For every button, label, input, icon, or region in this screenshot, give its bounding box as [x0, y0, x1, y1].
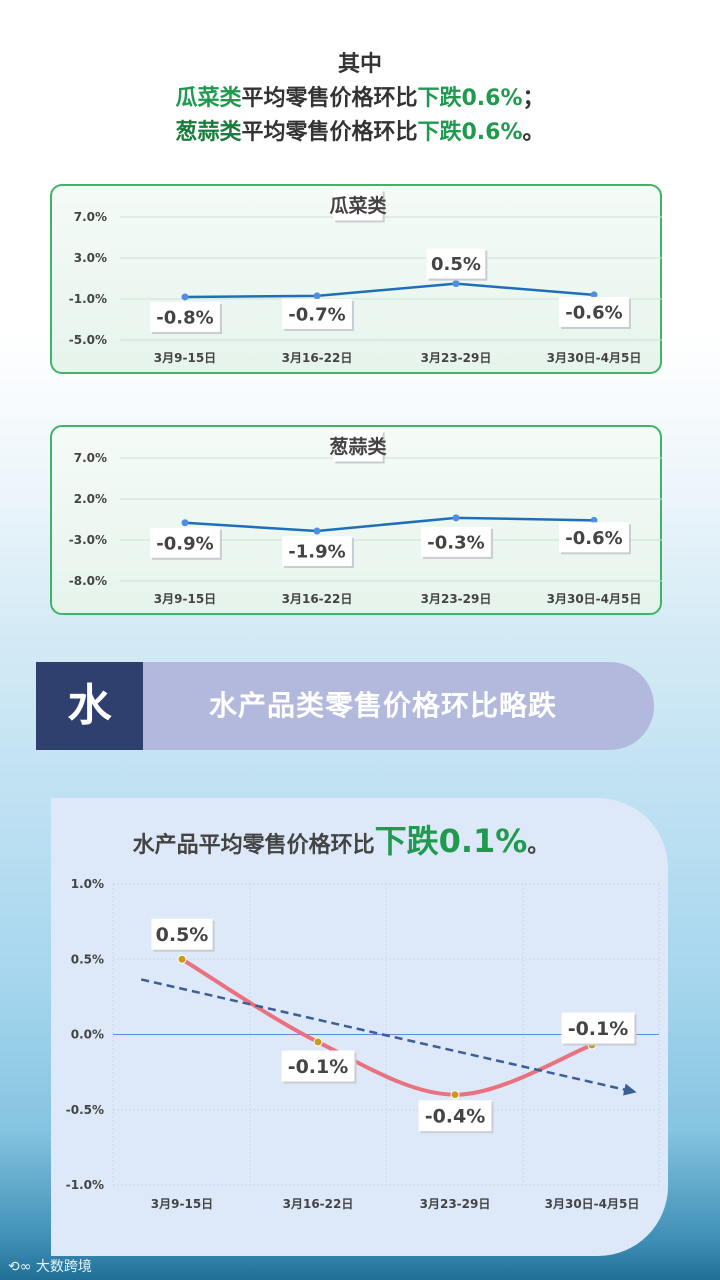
data-label-box — [426, 248, 486, 279]
intro-line-melon-end: ； — [522, 86, 545, 111]
data-label: -0.8% — [156, 307, 213, 328]
x-tick-label: 3月30日-4月5日 — [547, 351, 642, 365]
y-tick-label: 2.0% — [74, 492, 107, 506]
y-tick-label: 7.0% — [74, 451, 107, 465]
data-label-box — [421, 526, 491, 557]
x-tick-label: 3月9-15日 — [151, 1197, 213, 1211]
data-label-box — [282, 298, 352, 329]
x-tick-label: 3月9-15日 — [154, 351, 216, 365]
data-label-box — [150, 301, 220, 332]
data-point — [313, 292, 321, 300]
y-tick-label: -0.5% — [66, 1103, 104, 1117]
data-point — [181, 519, 189, 527]
data-label-box — [151, 918, 213, 950]
intro-line-onion-end: 。 — [522, 120, 545, 145]
data-label-box — [282, 535, 352, 566]
intro-line-onion-middle: 平均零售价格环比 — [241, 120, 418, 145]
data-label-box — [559, 296, 629, 327]
footer-logo: ⟲∞ 大数跨境 — [8, 1256, 92, 1276]
data-label-box — [418, 1100, 492, 1132]
data-label: -1.9% — [288, 541, 345, 562]
intro-line-melon-middle: 平均零售价格环比 — [241, 86, 418, 111]
x-tick-label: 3月23-29日 — [421, 351, 492, 365]
y-tick-label: -1.0% — [66, 1178, 104, 1192]
data-point — [450, 1090, 460, 1100]
chart-title: 葱蒜类 — [329, 435, 386, 458]
y-tick-label: -5.0% — [69, 333, 107, 347]
section-banner: 水 水产品类零售价格环比略跌 — [36, 662, 654, 750]
chart-onion: 7.0% 2.0% -3.0% -8.0% -0.9% -1.9% -0.3% -0.6% 3月… — [69, 430, 662, 606]
data-label-box — [150, 527, 220, 558]
chart-card-onion: 7.0% 2.0% -3.0% -8.0% -0.9% -1.9% -0.3% -0.6% 3月… — [50, 425, 662, 615]
data-label: -0.6% — [565, 302, 622, 323]
intro-line-melon: 瓜菜类平均零售价格环比下跌0.6%； — [0, 82, 720, 116]
aquatic-subtitle-change: 下跌0.1% — [374, 822, 528, 860]
banner-icon: 水 — [36, 662, 143, 750]
chart-melon: 7.0% 3.0% -1.0% -5.0% -0.8% -0.7% 0.5% -0.6% 3月9… — [69, 189, 662, 365]
data-label: 0.5% — [156, 924, 209, 946]
footer-logo-text: 大数跨境 — [35, 1259, 92, 1275]
x-tick-label: 3月23-29日 — [420, 1197, 491, 1211]
x-tick-label: 3月16-22日 — [282, 351, 353, 365]
data-label-box — [561, 1012, 635, 1044]
y-tick-label: 3.0% — [74, 251, 107, 265]
intro-line-melon-change: 下跌0.6% — [417, 86, 523, 111]
data-point — [313, 1037, 323, 1047]
series-line — [180, 957, 593, 1097]
data-point — [452, 514, 460, 522]
data-label: -0.1% — [568, 1018, 629, 1040]
aquatic-subtitle-prefix: 水产品平均零售价格环比 — [132, 833, 375, 858]
data-point — [590, 516, 598, 524]
data-label: 0.5% — [431, 254, 481, 275]
chart-aquatic: 1.0% 0.5% 0.0% -0.5% -1.0% 0.5% -0.1% -0.4% -0.1… — [66, 877, 660, 1211]
y-tick-label: 0.5% — [71, 952, 104, 966]
data-point — [452, 280, 460, 288]
trendline-arrow — [623, 1083, 637, 1096]
chart-title-box — [333, 430, 383, 462]
data-label: -0.9% — [156, 533, 213, 554]
intro-summary: 其中 瓜菜类平均零售价格环比下跌0.6%； 葱蒜类平均零售价格环比下跌0.6%。 — [0, 48, 720, 150]
aquatic-panel: 水产品平均零售价格环比下跌0.1%。 1.0% 0.5% 0.0% -0.5% -1.0… — [51, 798, 668, 1256]
aquatic-subtitle-end: 。 — [527, 833, 550, 858]
x-tick-label: 3月30日-4月5日 — [545, 1197, 640, 1211]
data-label: -0.3% — [427, 532, 484, 553]
data-label: -0.7% — [288, 304, 345, 325]
logo-icon: ⟲∞ — [8, 1259, 32, 1275]
data-label: -0.6% — [565, 528, 622, 549]
data-label: -0.1% — [288, 1056, 349, 1078]
category-melon: 瓜菜类 — [175, 86, 242, 111]
data-point — [181, 293, 189, 301]
x-tick-label: 3月9-15日 — [154, 592, 216, 606]
x-tick-label: 3月16-22日 — [282, 592, 353, 606]
x-tick-label: 3月23-29日 — [421, 592, 492, 606]
banner-title: 水产品类零售价格环比略跌 — [208, 689, 557, 722]
trendline — [140, 978, 632, 1093]
y-tick-label: 0.0% — [71, 1028, 104, 1042]
y-tick-label: 1.0% — [71, 877, 104, 891]
aquatic-subtitle: 水产品平均零售价格环比下跌0.1%。 — [51, 816, 631, 862]
intro-line-onion: 葱蒜类平均零售价格环比下跌0.6%。 — [0, 116, 720, 150]
chart-title: 瓜菜类 — [329, 194, 386, 217]
chart-title-box — [333, 189, 383, 221]
x-tick-label: 3月30日-4月5日 — [547, 592, 642, 606]
data-point — [590, 291, 598, 299]
intro-heading: 其中 — [337, 52, 382, 77]
y-tick-label: 7.0% — [74, 210, 107, 224]
series-line — [184, 516, 595, 533]
data-point — [177, 954, 187, 964]
category-onion: 葱蒜类 — [175, 120, 242, 145]
data-label: -0.4% — [425, 1106, 486, 1128]
y-tick-label: -8.0% — [69, 574, 107, 588]
data-label-box — [559, 522, 629, 553]
y-tick-label: -3.0% — [69, 533, 107, 547]
y-tick-label: -1.0% — [69, 292, 107, 306]
intro-line-onion-change: 下跌0.6% — [417, 120, 523, 145]
series-line — [184, 282, 595, 299]
data-point — [313, 527, 321, 535]
data-label-box — [281, 1050, 355, 1082]
chart-card-melon: 7.0% 3.0% -1.0% -5.0% -0.8% -0.7% 0.5% -0.6% 3月9… — [50, 184, 662, 374]
x-tick-label: 3月16-22日 — [283, 1197, 354, 1211]
